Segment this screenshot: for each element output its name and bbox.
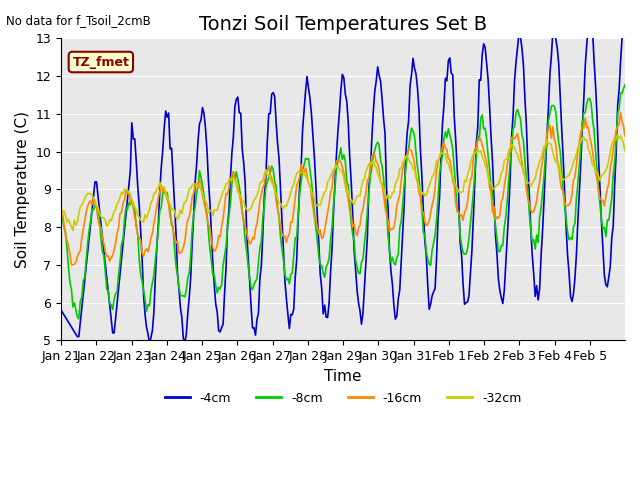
-4cm <box>621 16 629 22</box>
-32cm <box>95 210 103 216</box>
-8cm <box>75 316 83 322</box>
-4cm <box>545 105 552 110</box>
-16cm <box>621 133 629 139</box>
Line: -8cm: -8cm <box>61 84 625 319</box>
-32cm <box>620 141 627 147</box>
-8cm <box>58 215 65 220</box>
-8cm <box>78 295 86 300</box>
-16cm <box>545 126 552 132</box>
-4cm <box>461 301 468 307</box>
-32cm <box>461 178 468 183</box>
-16cm <box>349 224 356 230</box>
-32cm <box>78 202 86 208</box>
-4cm <box>76 320 84 325</box>
-16cm <box>461 209 468 215</box>
X-axis label: Time: Time <box>324 369 362 384</box>
-4cm <box>618 35 626 41</box>
-32cm <box>69 228 77 233</box>
-16cm <box>69 262 77 268</box>
Line: -4cm: -4cm <box>61 19 625 344</box>
-4cm <box>94 192 102 198</box>
Title: Tonzi Soil Temperatures Set B: Tonzi Soil Temperatures Set B <box>199 15 487 34</box>
-8cm <box>461 252 468 257</box>
-32cm <box>545 141 552 146</box>
Text: No data for f_Tsoil_2cmB: No data for f_Tsoil_2cmB <box>6 14 151 27</box>
Text: TZ_fmet: TZ_fmet <box>72 56 129 69</box>
-4cm <box>58 307 65 313</box>
-16cm <box>620 123 627 129</box>
-32cm <box>58 205 65 211</box>
-8cm <box>618 90 626 96</box>
-8cm <box>349 231 356 237</box>
-32cm <box>349 200 356 205</box>
-32cm <box>614 132 621 138</box>
Legend: -4cm, -8cm, -16cm, -32cm: -4cm, -8cm, -16cm, -32cm <box>159 387 527 410</box>
-16cm <box>617 110 625 116</box>
-32cm <box>621 148 629 154</box>
-4cm <box>146 341 154 347</box>
-8cm <box>621 82 629 87</box>
-8cm <box>95 216 103 222</box>
-8cm <box>545 118 552 124</box>
Line: -16cm: -16cm <box>61 113 625 265</box>
Line: -32cm: -32cm <box>61 135 625 230</box>
-4cm <box>349 210 356 216</box>
Y-axis label: Soil Temperature (C): Soil Temperature (C) <box>15 111 30 268</box>
-16cm <box>95 223 103 228</box>
-16cm <box>78 235 86 241</box>
-16cm <box>58 213 65 218</box>
